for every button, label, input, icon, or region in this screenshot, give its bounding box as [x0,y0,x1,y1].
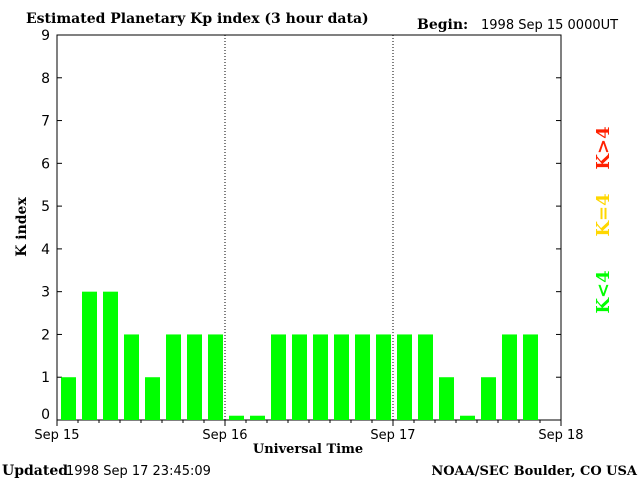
kp-bar [271,334,286,420]
day-separators [224,35,394,420]
x-tick-label: Sep 15 [34,428,79,443]
y-tick-label: 7 [41,114,50,130]
kp-bar [460,415,475,420]
kp-bar [124,334,139,420]
y-tick-label: 1 [41,370,50,386]
begin-label: Begin: [417,17,468,33]
kp-bar [250,415,265,420]
kp-bar [313,334,328,420]
kp-bar [166,334,181,420]
y-tick-label: 2 [41,327,50,343]
kp-bar [397,334,412,420]
kp-bar [145,377,160,420]
kp-bar [229,415,244,420]
legend-high: K>4 [593,126,614,169]
y-axis: 0 1 2 3 4 5 6 7 8 9 [41,28,561,423]
kp-bar [334,334,349,420]
legend-mid: K=4 [593,193,614,236]
credit: NOAA/SEC Boulder, CO USA [431,464,638,479]
x-tick-label: Sep 17 [370,428,415,443]
kp-bar [61,377,76,420]
chart-title: Estimated Planetary Kp index (3 hour dat… [26,11,369,27]
x-axis: Sep 15 Sep 16 Sep 17 Sep 18 [34,420,584,443]
kp-bar [292,334,307,420]
y-tick-label: 3 [41,285,50,301]
kp-bar [208,334,223,420]
y-tick-label: 6 [41,156,50,172]
kp-bar [355,334,370,420]
x-tick-label: Sep 18 [538,428,583,443]
y-tick-label: 8 [41,71,50,87]
legend-low: K<4 [593,270,614,313]
kp-bar [82,291,97,420]
kp-bar [418,334,433,420]
kp-bar [376,334,391,420]
kp-bar [439,377,454,420]
bars [61,291,538,420]
y-tick-label: 0 [41,407,50,423]
y-tick-label: 9 [41,28,50,44]
x-tick-label: Sep 16 [202,428,247,443]
kp-bar [523,334,538,420]
x-axis-label: Universal Time [253,442,363,457]
begin-value: 1998 Sep 15 0000UT [481,18,618,33]
y-tick-label: 4 [41,242,50,258]
kp-bar [481,377,496,420]
kp-bar [187,334,202,420]
y-axis-label: K index [14,197,30,257]
kp-bar [502,334,517,420]
y-tick-label: 5 [41,199,50,215]
updated-label: Updated [2,463,68,479]
kp-bar [103,291,118,420]
updated-value: 1998 Sep 17 23:45:09 [66,464,211,479]
